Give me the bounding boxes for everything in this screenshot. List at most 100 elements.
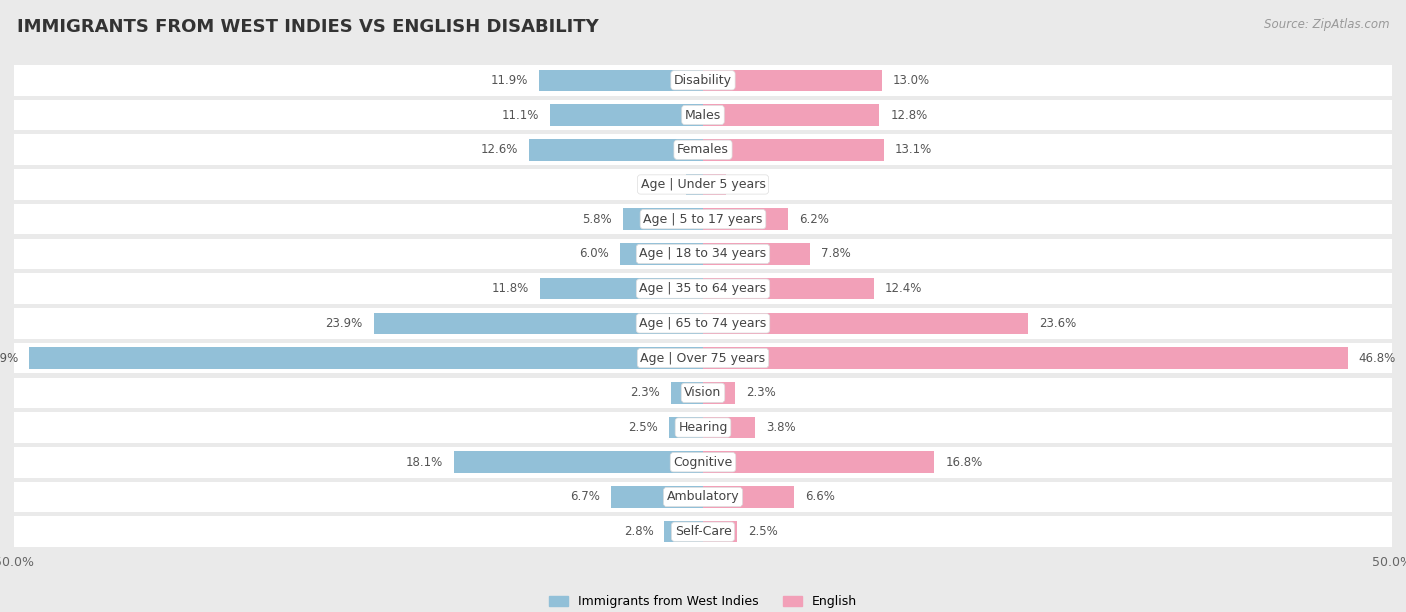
Bar: [7, 517, 1399, 547]
Bar: [0, 99, 1406, 132]
Bar: [703, 174, 727, 195]
Text: 5.8%: 5.8%: [582, 213, 612, 226]
Text: 1.2%: 1.2%: [645, 178, 675, 191]
Text: 6.0%: 6.0%: [579, 247, 609, 261]
Bar: [0, 133, 1406, 166]
Text: Ambulatory: Ambulatory: [666, 490, 740, 504]
Text: Age | 5 to 17 years: Age | 5 to 17 years: [644, 213, 762, 226]
Bar: [7, 482, 1399, 512]
Text: 7.8%: 7.8%: [821, 247, 851, 261]
Text: 12.6%: 12.6%: [481, 143, 519, 156]
Bar: [7, 100, 1399, 130]
Bar: [550, 104, 703, 126]
Bar: [7, 447, 1399, 477]
Bar: [703, 382, 735, 403]
Text: 46.8%: 46.8%: [1358, 351, 1396, 365]
Text: 2.3%: 2.3%: [745, 386, 776, 399]
Text: Age | 35 to 64 years: Age | 35 to 64 years: [640, 282, 766, 295]
Bar: [703, 139, 883, 160]
Bar: [7, 343, 1399, 373]
Bar: [7, 65, 1399, 95]
Text: Males: Males: [685, 108, 721, 122]
Bar: [703, 417, 755, 438]
Bar: [7, 378, 1399, 408]
Bar: [703, 313, 1028, 334]
Text: 23.6%: 23.6%: [1039, 317, 1077, 330]
Bar: [0, 307, 1406, 340]
Text: Age | 65 to 74 years: Age | 65 to 74 years: [640, 317, 766, 330]
Text: 6.7%: 6.7%: [569, 490, 599, 504]
Bar: [703, 70, 882, 91]
Bar: [669, 417, 703, 438]
Text: 6.6%: 6.6%: [806, 490, 835, 504]
Text: Disability: Disability: [673, 74, 733, 87]
Text: 2.5%: 2.5%: [628, 421, 658, 434]
Text: 13.0%: 13.0%: [893, 74, 931, 87]
Bar: [538, 70, 703, 91]
Bar: [7, 239, 1399, 269]
Bar: [7, 169, 1399, 200]
Bar: [7, 412, 1399, 443]
Text: 1.7%: 1.7%: [738, 178, 768, 191]
Bar: [0, 237, 1406, 271]
Bar: [7, 308, 1399, 338]
Bar: [0, 168, 1406, 201]
Bar: [703, 243, 810, 264]
Text: 3.8%: 3.8%: [766, 421, 796, 434]
Text: Age | Over 75 years: Age | Over 75 years: [641, 351, 765, 365]
Bar: [610, 486, 703, 508]
Text: 16.8%: 16.8%: [945, 456, 983, 469]
Bar: [671, 382, 703, 403]
Bar: [703, 486, 794, 508]
Text: 2.8%: 2.8%: [624, 525, 654, 538]
Text: Age | 18 to 34 years: Age | 18 to 34 years: [640, 247, 766, 261]
Text: Vision: Vision: [685, 386, 721, 399]
Text: Hearing: Hearing: [678, 421, 728, 434]
Text: Females: Females: [678, 143, 728, 156]
Text: 2.5%: 2.5%: [748, 525, 778, 538]
Text: 48.9%: 48.9%: [0, 351, 18, 365]
Text: Age | Under 5 years: Age | Under 5 years: [641, 178, 765, 191]
Bar: [623, 209, 703, 230]
Bar: [703, 348, 1348, 369]
Text: 11.9%: 11.9%: [491, 74, 529, 87]
Text: 12.4%: 12.4%: [884, 282, 922, 295]
Text: 12.8%: 12.8%: [890, 108, 928, 122]
Bar: [7, 135, 1399, 165]
Bar: [540, 278, 703, 299]
Bar: [0, 203, 1406, 236]
Bar: [374, 313, 703, 334]
Bar: [0, 376, 1406, 409]
Legend: Immigrants from West Indies, English: Immigrants from West Indies, English: [548, 595, 858, 608]
Bar: [703, 521, 738, 542]
Bar: [703, 452, 935, 473]
Bar: [454, 452, 703, 473]
Bar: [7, 204, 1399, 234]
Text: Self-Care: Self-Care: [675, 525, 731, 538]
Bar: [665, 521, 703, 542]
Bar: [7, 274, 1399, 304]
Bar: [0, 411, 1406, 444]
Text: 18.1%: 18.1%: [405, 456, 443, 469]
Bar: [0, 64, 1406, 97]
Bar: [703, 104, 879, 126]
Bar: [0, 515, 1406, 548]
Bar: [0, 480, 1406, 513]
Text: IMMIGRANTS FROM WEST INDIES VS ENGLISH DISABILITY: IMMIGRANTS FROM WEST INDIES VS ENGLISH D…: [17, 18, 599, 36]
Bar: [530, 139, 703, 160]
Bar: [686, 174, 703, 195]
Text: 11.1%: 11.1%: [502, 108, 538, 122]
Text: 11.8%: 11.8%: [492, 282, 530, 295]
Text: Source: ZipAtlas.com: Source: ZipAtlas.com: [1264, 18, 1389, 31]
Bar: [620, 243, 703, 264]
Text: Cognitive: Cognitive: [673, 456, 733, 469]
Bar: [0, 341, 1406, 375]
Bar: [30, 348, 703, 369]
Text: 6.2%: 6.2%: [800, 213, 830, 226]
Bar: [0, 272, 1406, 305]
Bar: [703, 209, 789, 230]
Bar: [703, 278, 875, 299]
Text: 13.1%: 13.1%: [894, 143, 932, 156]
Text: 2.3%: 2.3%: [630, 386, 661, 399]
Text: 23.9%: 23.9%: [325, 317, 363, 330]
